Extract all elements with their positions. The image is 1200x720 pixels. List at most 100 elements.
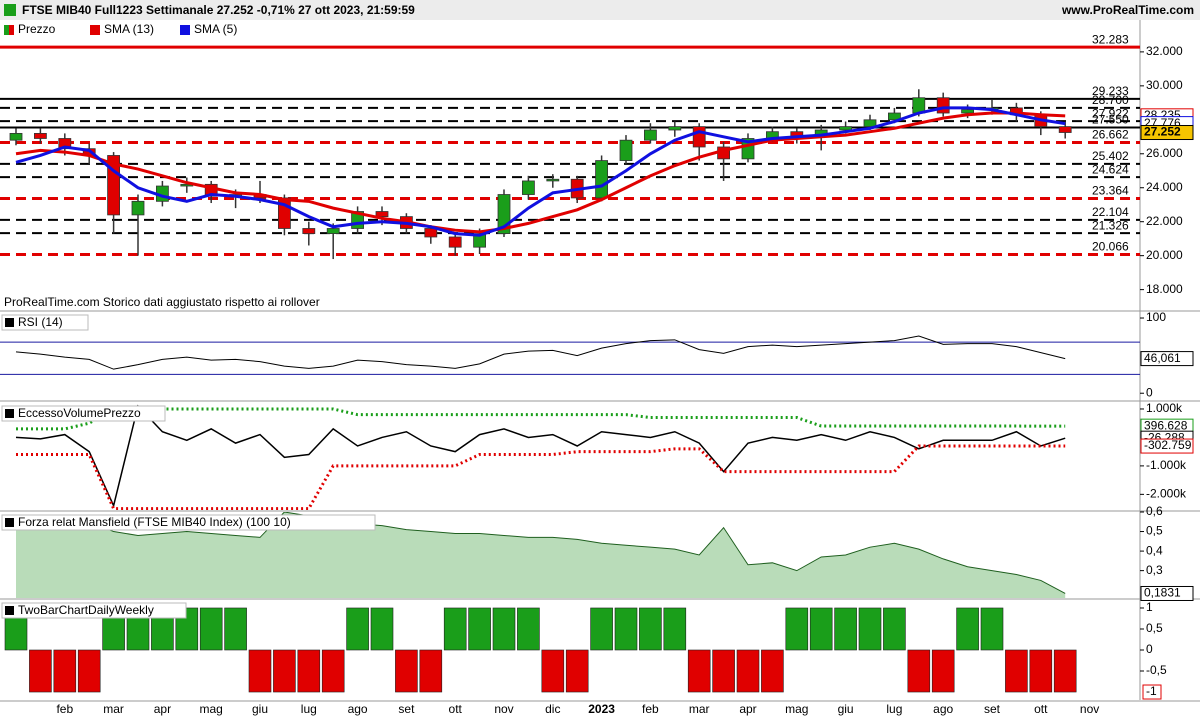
x-tick-label: ott <box>449 702 463 716</box>
bar <box>541 649 565 693</box>
level-label: 21.326 <box>1092 218 1129 232</box>
candle-body <box>58 138 72 150</box>
value-badge <box>1140 125 1194 141</box>
legend-label[interactable]: Prezzo <box>18 22 56 36</box>
value-badge-label: 27.252 <box>1144 125 1181 139</box>
bar <box>639 607 662 651</box>
y-tick-label: 0,4 <box>1146 543 1163 557</box>
level-label: 24.624 <box>1092 162 1129 176</box>
level-label: 32.283 <box>1092 32 1129 46</box>
panel-title[interactable]: TwoBarChartDailyWeekly <box>18 603 154 617</box>
panel-title-bg <box>1 602 187 619</box>
y-tick-label: 100 <box>1146 310 1166 324</box>
x-tick-label: giu <box>838 702 854 716</box>
area-line <box>15 512 1066 594</box>
y-tick-label: 20.000 <box>1146 248 1183 262</box>
candle-body <box>522 180 535 195</box>
x-tick-label: lug <box>301 702 317 716</box>
header-site[interactable]: www.ProRealTime.com <box>1061 3 1194 17</box>
candle-body <box>302 228 316 234</box>
x-tick-label: apr <box>154 702 171 716</box>
panel-title[interactable]: Forza relat Mansfield (FTSE MIB40 Index)… <box>18 515 291 529</box>
y-tick-label: 0,6 <box>1146 504 1163 518</box>
candle-body <box>1058 126 1072 133</box>
level-label: 28.700 <box>1092 93 1129 107</box>
bar <box>736 649 760 693</box>
x-tick-label: mar <box>689 702 710 716</box>
y-tick-label: 30.000 <box>1146 78 1183 92</box>
candle-body <box>375 211 389 218</box>
y-tick-label: 0,5 <box>1146 621 1163 635</box>
x-tick-label: ott <box>1034 702 1048 716</box>
bar <box>712 649 735 693</box>
bar <box>956 607 979 651</box>
bar <box>273 649 296 693</box>
legend-swatch <box>90 25 100 35</box>
x-tick-label: nov <box>494 702 513 716</box>
bar <box>565 649 589 693</box>
candle-body <box>424 228 438 238</box>
bar <box>761 649 784 693</box>
candle-body <box>9 132 23 141</box>
level-label: 23.364 <box>1092 184 1129 198</box>
bar <box>224 607 247 651</box>
bar <box>907 649 931 693</box>
candle-body <box>692 126 706 148</box>
y-tick-label: 22.000 <box>1146 214 1183 228</box>
bar <box>883 607 906 651</box>
y-tick-label: 0 <box>1146 642 1153 656</box>
y-tick-label: -0,5 <box>1146 663 1167 677</box>
y-tick-label: 0,3 <box>1146 563 1163 577</box>
bar <box>248 649 272 693</box>
x-tick-label: 2023 <box>588 702 615 716</box>
candle-body <box>644 129 657 141</box>
bar <box>980 607 1004 651</box>
bar <box>29 649 52 693</box>
bar <box>590 607 613 651</box>
level-label: 26.662 <box>1092 128 1129 142</box>
y-tick-label: 0,5 <box>1146 524 1163 538</box>
x-tick-label: nov <box>1080 702 1099 716</box>
value-badge <box>1140 585 1194 601</box>
candle-body <box>595 160 608 199</box>
panel-title[interactable]: EccessoVolumePrezzo <box>18 406 141 420</box>
panel-title-icon <box>5 518 14 527</box>
x-tick-label: feb <box>56 702 73 716</box>
candle-body <box>546 178 560 182</box>
panel-title[interactable]: RSI (14) <box>18 315 63 329</box>
value-badge-label: -302.759 <box>1144 438 1192 452</box>
candle-body <box>961 109 974 114</box>
y-tick-label: 26.000 <box>1146 146 1183 160</box>
sma-line <box>15 111 1066 234</box>
panel-title-bg <box>1 405 166 422</box>
bar <box>419 649 443 693</box>
x-tick-label: mar <box>103 702 124 716</box>
value-badge-label: 46,061 <box>1144 351 1181 365</box>
level-label: 27.922 <box>1092 106 1129 120</box>
x-tick-label: lug <box>886 702 902 716</box>
bar <box>834 607 857 651</box>
indicator-line <box>15 404 1066 509</box>
value-badge <box>1140 351 1194 367</box>
bar <box>1053 649 1077 693</box>
y-tick-label: -1.000k <box>1146 458 1187 472</box>
x-tick-label: mag <box>785 702 808 716</box>
y-tick-label: 32.000 <box>1146 44 1183 58</box>
legend-label[interactable]: SMA (5) <box>194 22 237 36</box>
header-title: FTSE MIB40 Full1223 Settimanale 27.252 -… <box>22 3 415 17</box>
candle-body <box>863 119 877 128</box>
bar <box>77 649 101 693</box>
app-icon <box>4 4 16 16</box>
legend-label[interactable]: SMA (13) <box>104 22 154 36</box>
y-tick-label: -2.000k <box>1146 487 1187 501</box>
panel-title-bg <box>1 514 376 531</box>
candle-body <box>839 126 852 131</box>
bar <box>297 649 321 693</box>
x-tick-label: ago <box>348 702 368 716</box>
bar <box>785 607 809 651</box>
bar <box>468 607 491 651</box>
bar <box>443 607 467 651</box>
level-label: 27.550 <box>1092 113 1129 127</box>
candle-body <box>668 126 682 131</box>
